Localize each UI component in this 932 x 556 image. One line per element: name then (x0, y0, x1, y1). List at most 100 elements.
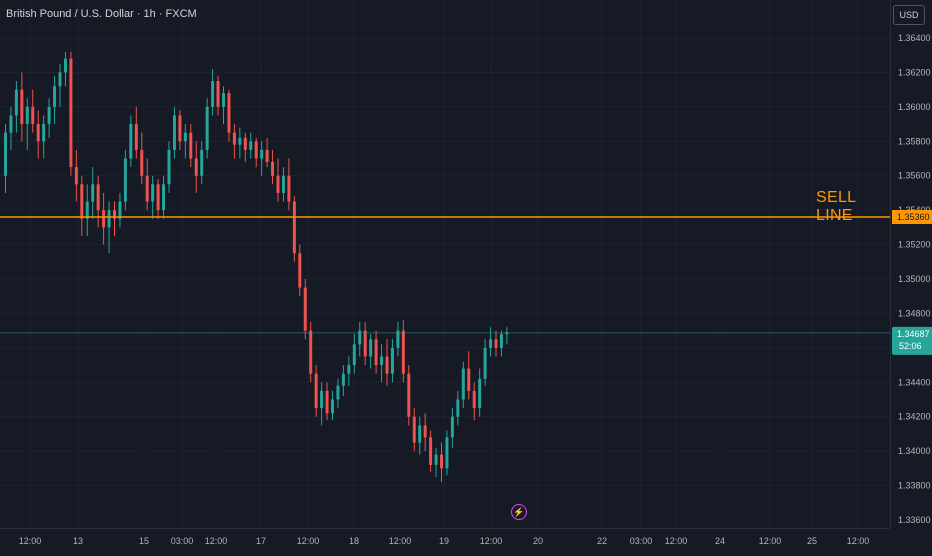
candle-body (445, 437, 449, 469)
time-tick-label: 24 (715, 536, 725, 546)
candle-body (363, 330, 367, 357)
price-tick-label: 1.36200 (898, 67, 931, 77)
candle-body (390, 347, 394, 374)
candle-body (4, 132, 7, 176)
candle-body (396, 330, 400, 348)
candle-body (309, 330, 313, 374)
time-tick-label: 18 (349, 536, 359, 546)
candle-body (276, 175, 280, 193)
candle-body (472, 390, 476, 409)
time-tick-label: 22 (597, 536, 607, 546)
candle-body (423, 425, 427, 438)
price-tick-label: 1.35600 (898, 171, 931, 181)
candle-body (320, 390, 324, 409)
candle-body (254, 141, 258, 159)
chart-plot-area[interactable]: British Pound / U.S. Dollar · 1h · FXCM … (0, 0, 890, 528)
current-price-label: 1.34687 (897, 329, 930, 339)
candle-body (429, 437, 433, 465)
candle-body (172, 115, 176, 150)
candle-body (401, 330, 405, 374)
candle-body (483, 347, 487, 379)
candle-body (478, 378, 482, 409)
symbol-title[interactable]: British Pound / U.S. Dollar · 1h · FXCM (6, 8, 197, 20)
candle-body (238, 137, 242, 145)
candle-body (325, 390, 329, 414)
candle-body (200, 149, 204, 176)
candle-body (58, 72, 62, 87)
candle-body (303, 287, 307, 331)
candle-body (232, 132, 236, 145)
candle-body (227, 93, 231, 133)
price-tick-label: 1.33600 (898, 515, 931, 525)
candle-body (211, 81, 215, 107)
candle-body (14, 89, 18, 116)
candle-body (358, 330, 362, 345)
price-tick-label: 1.34400 (898, 377, 931, 387)
bar-countdown: 52:06 (899, 341, 922, 351)
time-axis[interactable]: 12:00 13 15 03:00 12:00 17 12:00 18 12:00 19 12:00… (0, 528, 890, 551)
current-price-tag (892, 326, 932, 355)
candle-body (134, 124, 138, 150)
candle-body (113, 210, 116, 219)
candle-body (281, 175, 285, 193)
candle-body (107, 210, 111, 228)
candle-body (499, 334, 503, 348)
candle-body (292, 201, 296, 254)
price-tick-label: 1.36000 (898, 102, 931, 112)
time-tick-label: 19 (439, 536, 449, 546)
candle-body (341, 373, 345, 386)
candle-body (9, 115, 13, 133)
candle-body (47, 106, 51, 125)
candle-body (450, 416, 454, 438)
price-tick-label: 1.35200 (898, 240, 931, 250)
candle-body (151, 184, 155, 202)
candle-body (314, 373, 318, 409)
candle-body (25, 106, 29, 125)
candle-body (162, 184, 166, 211)
candle-body (205, 106, 209, 150)
time-tick-label: 17 (256, 536, 266, 546)
candle-body (418, 425, 422, 443)
time-tick-label: 12:00 (480, 536, 503, 546)
price-tick-label: 1.34800 (898, 308, 931, 318)
candle-body (456, 399, 460, 417)
candle-body (440, 454, 443, 469)
candle-body (102, 210, 106, 228)
candle-body (36, 124, 40, 142)
candle-body (129, 124, 133, 159)
price-tick-label: 1.35000 (898, 274, 931, 284)
price-tick-label: 1.34000 (898, 446, 931, 456)
candle-body (216, 81, 220, 107)
sell-price-tag (892, 210, 932, 225)
time-tick-label: 12:00 (389, 536, 412, 546)
time-tick-label: 12:00 (665, 536, 688, 546)
candle-body (243, 137, 247, 150)
time-tick-label: 12:00 (205, 536, 228, 546)
candlestick-chart[interactable] (0, 0, 890, 528)
candle-body (183, 132, 187, 142)
candle-body (249, 141, 253, 150)
candle-body (167, 149, 171, 185)
candle-body (271, 161, 275, 176)
candle-body (63, 58, 67, 73)
time-tick-label: 03:00 (630, 536, 653, 546)
price-tick-label: 1.34200 (898, 412, 931, 422)
sell-line-label: SELL LINE (816, 189, 856, 224)
candle-body (222, 93, 225, 107)
candle-body (189, 132, 193, 159)
currency-button[interactable]: USD (893, 5, 925, 25)
time-tick-label: 12:00 (297, 536, 320, 546)
candle-body (74, 167, 78, 185)
candle-body (85, 201, 89, 219)
time-tick-label: 12:00 (759, 536, 782, 546)
time-tick-label: 03:00 (171, 536, 194, 546)
candle-body (31, 106, 35, 125)
price-axis[interactable]: 1.364001.362001.360001.358001.356001.354… (890, 0, 932, 528)
candle-body (96, 184, 100, 211)
candle-body (20, 89, 24, 125)
lightning-icon[interactable]: ⚡ (511, 504, 527, 520)
candle-body (434, 454, 438, 465)
candle-body (140, 149, 144, 176)
candle-body (118, 201, 122, 219)
candle-body (53, 86, 57, 107)
